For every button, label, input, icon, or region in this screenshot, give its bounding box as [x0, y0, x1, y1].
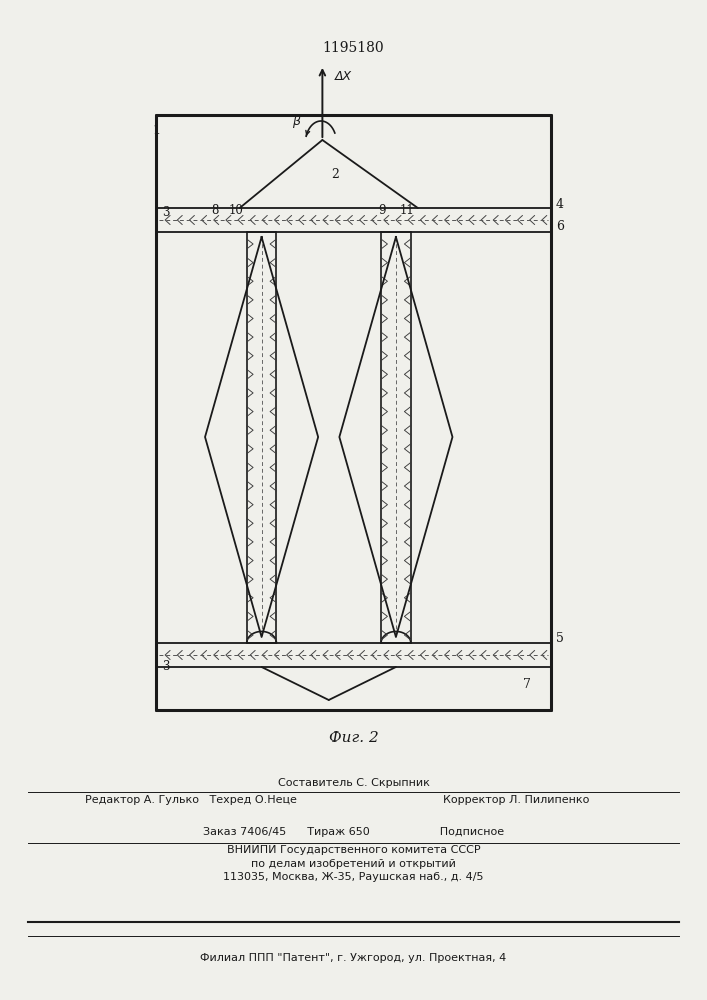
Text: 9: 9	[378, 204, 386, 217]
Text: 113035, Москва, Ж-35, Раушская наб., д. 4/5: 113035, Москва, Ж-35, Раушская наб., д. …	[223, 872, 484, 882]
Text: Заказ 7406/45      Тираж 650                    Подписное: Заказ 7406/45 Тираж 650 Подписное	[203, 827, 504, 837]
Text: 4: 4	[556, 198, 563, 211]
Text: 10: 10	[229, 204, 244, 217]
Text: 2: 2	[331, 167, 339, 180]
Text: β: β	[291, 115, 300, 128]
Text: 1: 1	[152, 123, 160, 136]
Text: 5: 5	[556, 633, 563, 646]
Text: Составитель С. Скрыпник: Составитель С. Скрыпник	[278, 778, 429, 788]
Text: 7: 7	[523, 678, 531, 692]
Text: Корректор Л. Пилипенко: Корректор Л. Пилипенко	[443, 795, 590, 805]
Text: 3: 3	[163, 660, 170, 674]
Text: Филиал ППП "Патент", г. Ужгород, ул. Проектная, 4: Филиал ППП "Патент", г. Ужгород, ул. Про…	[200, 953, 507, 963]
Text: 3: 3	[163, 206, 170, 219]
Text: 1195180: 1195180	[322, 41, 385, 55]
Text: 8: 8	[211, 204, 218, 217]
Text: ВНИИПИ Государственного комитета СССР: ВНИИПИ Государственного комитета СССР	[227, 845, 480, 855]
Text: Редактор А. Гулько   Техред О.Неце: Редактор А. Гулько Техред О.Неце	[85, 795, 297, 805]
Text: по делам изобретений и открытий: по делам изобретений и открытий	[251, 859, 456, 869]
Text: Фиг. 2: Фиг. 2	[329, 731, 378, 745]
Text: ΔX: ΔX	[335, 70, 352, 84]
Text: 6: 6	[556, 220, 563, 232]
Text: 11: 11	[399, 204, 414, 217]
